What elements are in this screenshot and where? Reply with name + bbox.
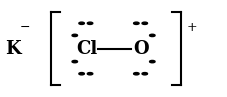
Circle shape (133, 22, 138, 24)
Circle shape (87, 73, 92, 75)
Circle shape (149, 34, 154, 37)
Text: −: − (20, 21, 30, 34)
Circle shape (141, 73, 147, 75)
Circle shape (141, 22, 147, 24)
Text: Cl: Cl (76, 39, 97, 58)
Circle shape (72, 34, 77, 37)
Text: K: K (5, 39, 20, 58)
Circle shape (79, 73, 84, 75)
Circle shape (87, 22, 92, 24)
Text: +: + (185, 21, 196, 34)
Circle shape (79, 22, 84, 24)
Text: O: O (133, 39, 148, 58)
Circle shape (72, 60, 77, 63)
Circle shape (149, 60, 154, 63)
Circle shape (133, 73, 138, 75)
